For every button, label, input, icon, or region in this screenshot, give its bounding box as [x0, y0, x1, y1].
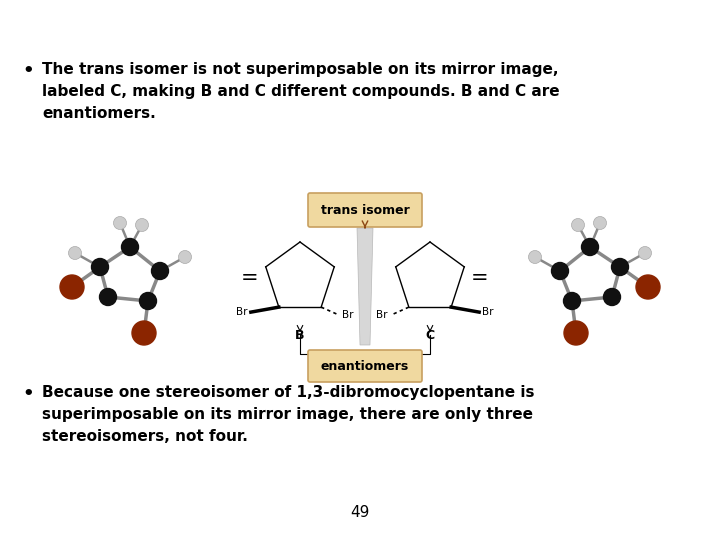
Text: C: C — [426, 329, 435, 342]
Circle shape — [140, 293, 156, 309]
Circle shape — [572, 219, 585, 232]
Circle shape — [639, 246, 652, 260]
Text: enantiomers.: enantiomers. — [42, 106, 156, 121]
Text: Br: Br — [342, 310, 354, 320]
Text: =: = — [471, 268, 489, 288]
FancyBboxPatch shape — [308, 193, 422, 227]
FancyBboxPatch shape — [308, 350, 422, 382]
Circle shape — [564, 293, 580, 309]
Text: =: = — [241, 268, 258, 288]
Circle shape — [114, 217, 127, 230]
Circle shape — [132, 321, 156, 345]
Text: enantiomers: enantiomers — [321, 360, 409, 373]
Circle shape — [564, 321, 588, 345]
Text: B: B — [295, 329, 305, 342]
Circle shape — [60, 275, 84, 299]
Circle shape — [179, 251, 192, 264]
Text: •: • — [22, 385, 34, 403]
Text: Br: Br — [236, 307, 248, 317]
Text: labeled C, making B and C different compounds. B and C are: labeled C, making B and C different comp… — [42, 84, 559, 99]
Text: Br: Br — [377, 310, 388, 320]
Circle shape — [91, 259, 109, 275]
Circle shape — [99, 288, 117, 306]
Circle shape — [552, 262, 569, 280]
Circle shape — [68, 246, 81, 260]
Circle shape — [135, 219, 148, 232]
Circle shape — [151, 262, 168, 280]
Text: stereoisomers, not four.: stereoisomers, not four. — [42, 429, 248, 444]
Text: •: • — [22, 62, 34, 80]
Circle shape — [593, 217, 606, 230]
Text: trans isomer: trans isomer — [320, 204, 410, 217]
Circle shape — [122, 239, 138, 255]
Circle shape — [611, 259, 629, 275]
Text: Because one stereoisomer of 1,3-dibromocyclopentane is: Because one stereoisomer of 1,3-dibromoc… — [42, 385, 534, 400]
Polygon shape — [357, 228, 373, 345]
Text: superimposable on its mirror image, there are only three: superimposable on its mirror image, ther… — [42, 407, 533, 422]
Circle shape — [528, 251, 541, 264]
Text: 49: 49 — [351, 505, 369, 520]
Circle shape — [582, 239, 598, 255]
Text: The trans isomer is not superimposable on its mirror image,: The trans isomer is not superimposable o… — [42, 62, 559, 77]
Text: Br: Br — [482, 307, 494, 317]
Circle shape — [636, 275, 660, 299]
Circle shape — [603, 288, 621, 306]
